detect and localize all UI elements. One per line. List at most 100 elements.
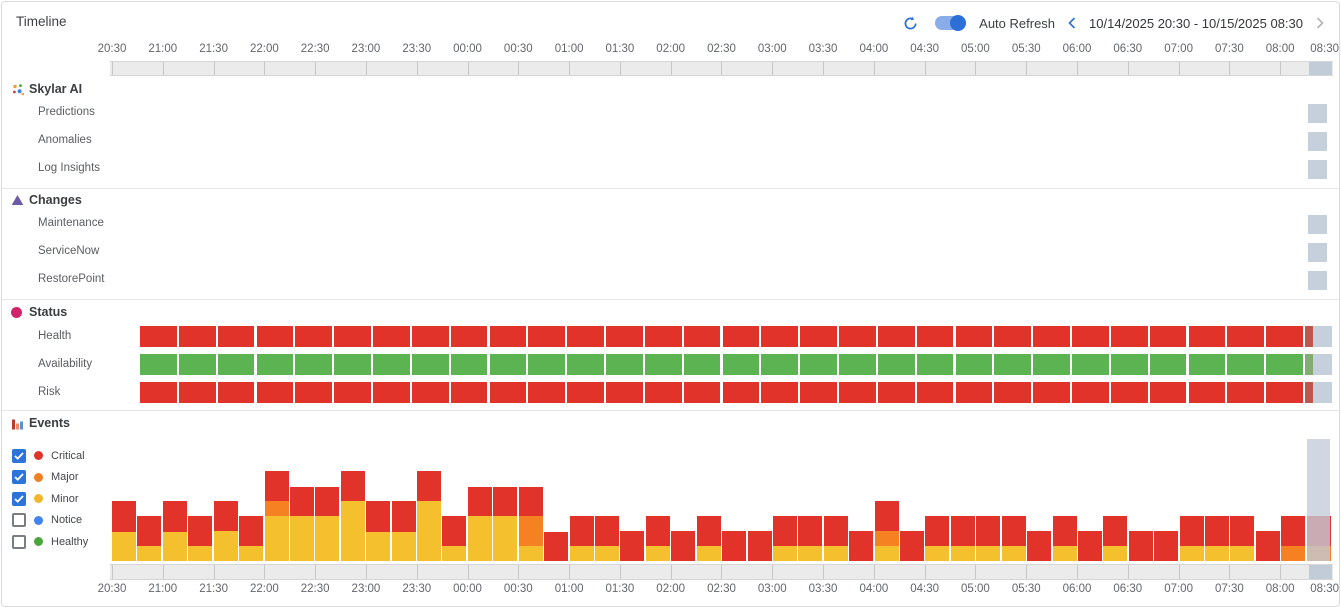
- status-segment[interactable]: [800, 326, 837, 347]
- event-bar-segment-critical[interactable]: [1154, 531, 1179, 561]
- status-segment[interactable]: [606, 354, 643, 375]
- event-bar-segment-critical[interactable]: [188, 516, 213, 546]
- event-bar-segment-critical[interactable]: [569, 516, 594, 546]
- status-segment[interactable]: [722, 354, 760, 375]
- event-bar-segment-critical[interactable]: [671, 531, 696, 561]
- event-bar-segment-minor[interactable]: [188, 546, 213, 561]
- status-segment[interactable]: [644, 354, 682, 375]
- refresh-button[interactable]: [901, 14, 919, 32]
- status-segment[interactable]: [295, 326, 333, 347]
- event-bar-segment-critical[interactable]: [620, 531, 645, 561]
- status-segment[interactable]: [256, 354, 294, 375]
- status-segment[interactable]: [178, 354, 216, 375]
- event-bar-segment-minor[interactable]: [442, 546, 467, 561]
- event-bar-segment-critical[interactable]: [544, 532, 569, 561]
- status-segment[interactable]: [761, 326, 799, 347]
- status-segment[interactable]: [1149, 382, 1187, 403]
- status-segment[interactable]: [373, 382, 410, 403]
- status-segment[interactable]: [644, 382, 682, 403]
- status-segment[interactable]: [334, 326, 371, 347]
- event-bar-segment-minor[interactable]: [391, 532, 416, 561]
- event-bar-segment-minor[interactable]: [1205, 546, 1230, 561]
- status-segment[interactable]: [411, 382, 449, 403]
- status-segment[interactable]: [994, 382, 1032, 403]
- status-segment[interactable]: [761, 382, 799, 403]
- status-segment[interactable]: [800, 382, 837, 403]
- event-bar-segment-minor[interactable]: [925, 546, 950, 561]
- status-segment[interactable]: [1227, 354, 1265, 375]
- status-segment[interactable]: [411, 326, 449, 347]
- status-segment[interactable]: [528, 382, 566, 403]
- status-segment[interactable]: [916, 382, 954, 403]
- checkbox-major[interactable]: [12, 470, 26, 484]
- status-segment[interactable]: [722, 326, 760, 347]
- event-bar-segment-critical[interactable]: [264, 471, 289, 501]
- event-bar-segment-critical[interactable]: [1103, 516, 1128, 546]
- status-segment[interactable]: [606, 326, 643, 347]
- event-bar-segment-minor[interactable]: [137, 546, 162, 561]
- event-bar-segment-critical[interactable]: [1077, 531, 1102, 561]
- event-bar-segment-critical[interactable]: [467, 487, 492, 516]
- status-segment[interactable]: [217, 382, 255, 403]
- status-segment[interactable]: [528, 354, 566, 375]
- status-segment[interactable]: [489, 354, 527, 375]
- event-bar-segment-minor[interactable]: [264, 516, 289, 561]
- event-bar-segment-critical[interactable]: [417, 471, 442, 501]
- status-segment[interactable]: [877, 326, 915, 347]
- event-bar-segment-critical[interactable]: [1281, 516, 1306, 546]
- status-segment[interactable]: [1110, 354, 1148, 375]
- status-segment[interactable]: [839, 354, 876, 375]
- status-segment[interactable]: [800, 354, 837, 375]
- status-segment[interactable]: [450, 354, 488, 375]
- status-segment[interactable]: [1110, 326, 1148, 347]
- status-segment[interactable]: [1033, 326, 1070, 347]
- event-bar-segment-critical[interactable]: [213, 501, 238, 531]
- event-bar-segment-minor[interactable]: [696, 546, 721, 561]
- event-bar-segment-critical[interactable]: [1255, 531, 1280, 561]
- event-bar-segment-minor[interactable]: [874, 546, 899, 561]
- status-segment[interactable]: [1266, 354, 1303, 375]
- event-bar-segment-minor[interactable]: [1103, 546, 1128, 561]
- event-bar-segment-minor[interactable]: [417, 501, 442, 561]
- event-bar-segment-minor[interactable]: [645, 546, 670, 561]
- event-bar-segment-critical[interactable]: [518, 487, 543, 516]
- event-bar-segment-critical[interactable]: [366, 501, 391, 532]
- status-segment[interactable]: [567, 326, 604, 347]
- event-bar-segment-critical[interactable]: [162, 501, 187, 532]
- status-segment[interactable]: [528, 326, 566, 347]
- top-timeline-scrubber[interactable]: [110, 61, 1333, 76]
- status-segment[interactable]: [1072, 382, 1109, 403]
- event-bar-segment-minor[interactable]: [213, 531, 238, 561]
- event-bar-segment-critical[interactable]: [798, 516, 823, 546]
- status-segment[interactable]: [1188, 326, 1226, 347]
- event-bar-segment-major[interactable]: [518, 516, 543, 546]
- event-bar-segment-minor[interactable]: [315, 516, 340, 561]
- status-segment[interactable]: [1266, 326, 1303, 347]
- event-bar-segment-critical[interactable]: [1128, 531, 1153, 561]
- event-bar-segment-critical[interactable]: [239, 516, 264, 546]
- event-bar-segment-critical[interactable]: [112, 501, 136, 532]
- event-bar-segment-critical[interactable]: [900, 531, 925, 561]
- event-bar-segment-major[interactable]: [264, 501, 289, 516]
- event-bar-segment-minor[interactable]: [823, 546, 848, 561]
- event-bar-segment-minor[interactable]: [366, 532, 391, 561]
- event-bar-segment-minor[interactable]: [162, 532, 187, 561]
- event-bar-segment-minor[interactable]: [239, 546, 264, 561]
- status-segment[interactable]: [1188, 354, 1226, 375]
- status-segment[interactable]: [839, 382, 876, 403]
- event-bar-segment-major[interactable]: [1281, 546, 1306, 561]
- event-bar-segment-critical[interactable]: [1205, 516, 1230, 546]
- status-segment[interactable]: [567, 382, 604, 403]
- status-segment[interactable]: [140, 382, 177, 403]
- event-bar-segment-minor[interactable]: [493, 516, 518, 561]
- status-segment[interactable]: [178, 382, 216, 403]
- event-bar-segment-minor[interactable]: [1179, 546, 1204, 561]
- status-segment[interactable]: [683, 326, 721, 347]
- event-bar-segment-minor[interactable]: [594, 546, 619, 561]
- event-bar-segment-critical[interactable]: [645, 516, 670, 546]
- event-bar-segment-critical[interactable]: [925, 516, 950, 546]
- status-segment[interactable]: [1266, 382, 1303, 403]
- status-segment[interactable]: [1149, 326, 1187, 347]
- status-segment[interactable]: [877, 354, 915, 375]
- status-segment[interactable]: [1227, 382, 1265, 403]
